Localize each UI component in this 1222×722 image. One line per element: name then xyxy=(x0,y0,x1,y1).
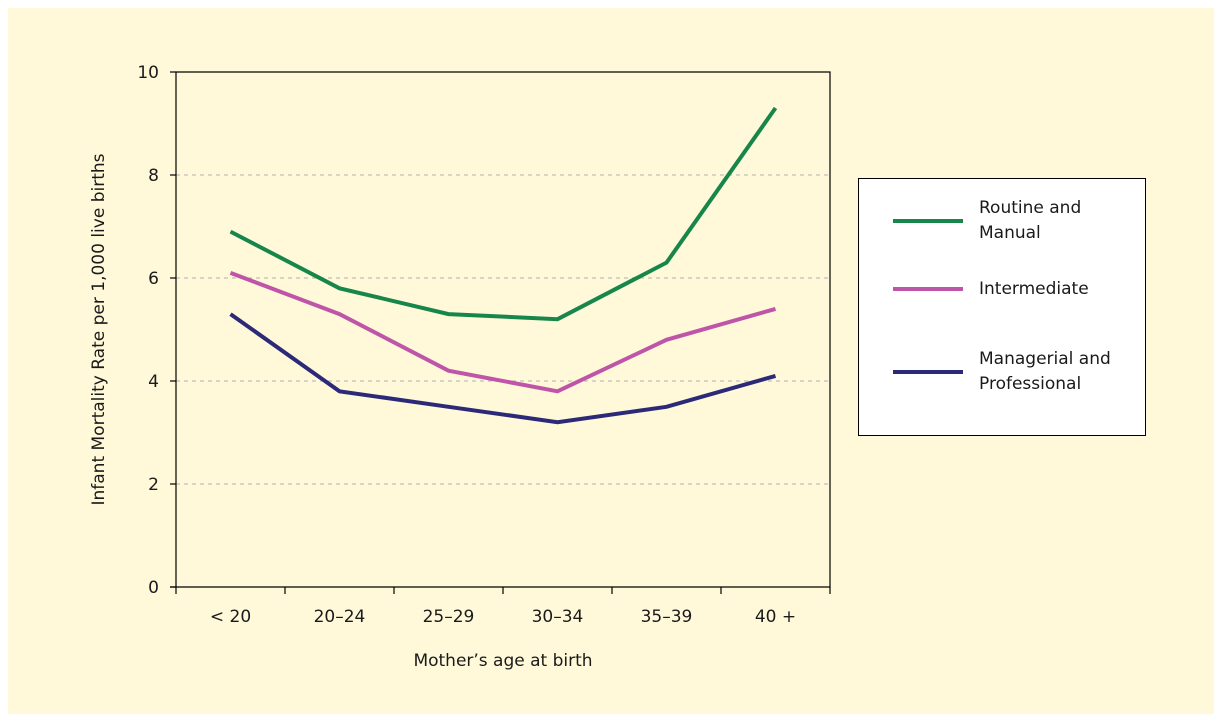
y-axis-title: Infant Mortality Rate per 1,000 live bir… xyxy=(89,153,109,505)
x-tick-label: < 20 xyxy=(210,607,251,627)
x-tick-label: 40 + xyxy=(755,607,796,627)
series-lines xyxy=(229,106,778,425)
x-tick-label: 35–39 xyxy=(641,607,693,627)
legend-item-intermediate: Intermediate xyxy=(859,253,1145,325)
legend-label: Routine and Manual xyxy=(979,198,1082,243)
legend-swatch xyxy=(893,370,963,374)
legend-item-managerial-and-professional: Managerial and Professional xyxy=(859,336,1145,408)
y-tick-label: 8 xyxy=(148,166,159,186)
x-tick-labels: < 20 20–24 25–29 30–34 35–39 40 + xyxy=(210,607,796,627)
series-line-0 xyxy=(229,106,778,322)
chart-panel: 0 2 4 6 8 10 < 20 20–24 25–29 30–34 35–39 40 + Inf… xyxy=(8,8,1214,714)
x-tick-label: 20–24 xyxy=(314,607,366,627)
line-chart: 0 2 4 6 8 10 < 20 20–24 25–29 30–34 35–39 40 + Inf… xyxy=(89,63,831,671)
x-tick-label: 30–34 xyxy=(532,607,584,627)
grid-lines xyxy=(176,174,830,485)
axes xyxy=(170,71,831,594)
x-tick-label: 25–29 xyxy=(423,607,475,627)
y-tick-label: 4 xyxy=(148,372,159,392)
legend: Routine and Manual Intermediate Manageri… xyxy=(858,178,1146,436)
legend-swatch xyxy=(893,287,963,291)
series-line-2 xyxy=(229,312,777,425)
plot-frame xyxy=(170,71,831,588)
legend-label: Intermediate xyxy=(979,278,1089,299)
x-axis-title: Mother’s age at birth xyxy=(413,651,592,671)
y-tick-labels: 0 2 4 6 8 10 xyxy=(137,63,159,598)
y-tick-label: 6 xyxy=(148,269,159,289)
y-tick-label: 10 xyxy=(137,63,159,83)
legend-item-routine-and-manual: Routine and Manual xyxy=(859,185,1145,257)
legend-label: Managerial and Professional xyxy=(979,349,1111,394)
series-line-1 xyxy=(229,271,777,394)
legend-swatch xyxy=(893,219,963,223)
y-tick-label: 2 xyxy=(148,475,159,495)
y-tick-label: 0 xyxy=(148,578,159,598)
